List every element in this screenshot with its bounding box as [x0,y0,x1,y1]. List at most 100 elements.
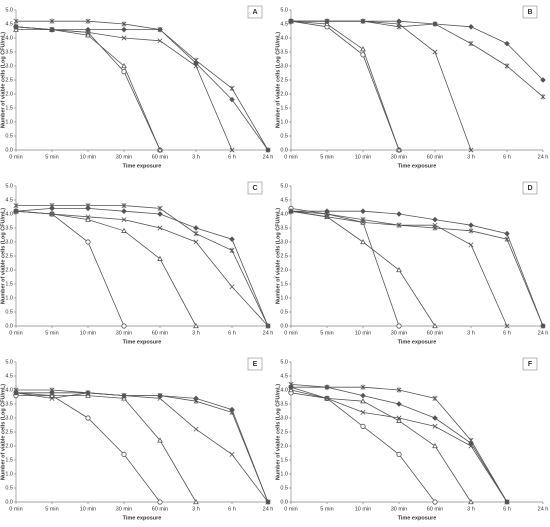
y-tick-label: 0.5 [280,485,288,491]
x-tick-label: 10 min [355,154,372,160]
marker [157,38,163,44]
y-tick-label: 0.5 [280,309,288,315]
marker [121,208,127,214]
y-tick-label: 2.5 [280,429,288,435]
marker [432,423,438,429]
marker [324,208,330,214]
y-axis-label: Number of viable cells (Log CFU/mL) [0,32,6,128]
y-tick-label: 0.0 [5,323,13,329]
series-line [15,208,269,327]
y-tick-label: 3.5 [280,401,288,407]
marker [157,255,163,261]
marker [360,409,366,415]
y-tick-label: 2.0 [280,91,288,97]
series-line [291,20,544,98]
marker [157,146,163,153]
marker [229,284,235,290]
marker [121,35,127,41]
x-tick-label: 60 min [427,154,444,160]
marker [49,26,55,33]
marker [468,222,474,228]
y-tick-label: 4.5 [5,197,13,203]
y-tick-label: 3.0 [280,63,288,69]
y-tick-label: 0.5 [5,309,13,315]
y-tick-label: 2.0 [5,443,13,449]
marker [324,395,330,401]
marker [468,147,474,153]
series-line [291,20,544,81]
marker [396,323,402,329]
marker [85,26,91,33]
marker [432,395,438,402]
marker [229,96,235,103]
y-tick-label: 1.5 [5,105,13,111]
marker [396,451,402,458]
marker [396,401,402,407]
panel-label: C [252,185,257,192]
marker [193,498,199,505]
series-line [290,389,472,503]
y-tick-label: 1.5 [280,281,288,287]
marker [360,392,366,399]
marker [85,29,91,35]
panel: 0.0 0.5 1.0 1.5 2.0 2.5 3.0 3.5 4.0 4.5 5.0 0 min 5 … [275,357,549,521]
x-axis-label: Time exposure [398,515,437,521]
x-tick-label: 3 h [467,330,475,336]
panel-label: B [527,9,532,16]
marker [468,24,474,30]
marker [121,26,127,33]
marker [229,406,235,413]
marker [13,390,19,396]
marker [13,202,19,209]
marker [360,208,366,214]
series-line [291,20,472,151]
panel-label-box [522,181,538,195]
x-tick-label: 3 h [467,506,475,512]
y-tick-label: 3.0 [280,239,288,245]
marker [504,63,510,69]
marker [193,60,199,66]
y-tick-label: 0.0 [5,499,13,505]
x-tick-label: 30 min [391,154,408,160]
y-tick-label: 0.0 [280,147,288,153]
x-axis-label: Time exposure [398,163,437,169]
x-tick-label: 24 h [538,506,549,512]
marker [193,426,199,432]
y-tick-label: 1.0 [280,119,288,125]
y-tick-label: 3.5 [5,401,13,407]
marker [396,146,402,153]
marker [49,205,55,212]
y-tick-label: 5.0 [5,359,13,365]
x-tick-label: 10 min [80,506,97,512]
series-line [16,392,269,503]
series-line [16,205,269,327]
y-tick-label: 2.5 [5,429,13,435]
marker [85,239,91,245]
y-tick-label: 4.0 [280,211,288,217]
x-tick-label: 60 min [152,154,169,160]
panel-label-box [247,181,263,195]
x-tick-label: 24 h [263,506,274,512]
marker [193,239,199,245]
x-tick-label: 30 min [116,330,133,336]
panel-label-box [522,357,538,371]
x-tick-label: 5 min [45,330,58,336]
marker [13,208,19,214]
x-tick-label: 24 h [263,330,274,336]
marker [157,211,163,217]
marker [360,46,366,52]
y-tick-label: 3.0 [5,415,13,421]
marker [288,18,294,24]
marker [468,242,474,248]
y-tick-label: 1.0 [5,295,13,301]
panel: 0.0 0.5 1.0 1.5 2.0 2.5 3.0 3.5 4.0 4.5 5.0 0 min 5 … [0,181,274,345]
marker [504,323,510,329]
series-line [15,392,269,503]
y-tick-label: 2.5 [280,253,288,259]
y-tick-label: 1.0 [280,471,288,477]
y-axis-label: Number of viable cells (Log CFU/mL) [275,32,281,128]
y-tick-label: 5.0 [5,7,13,13]
marker [504,230,510,237]
series-line [15,26,161,151]
y-tick-label: 5.0 [5,183,13,189]
